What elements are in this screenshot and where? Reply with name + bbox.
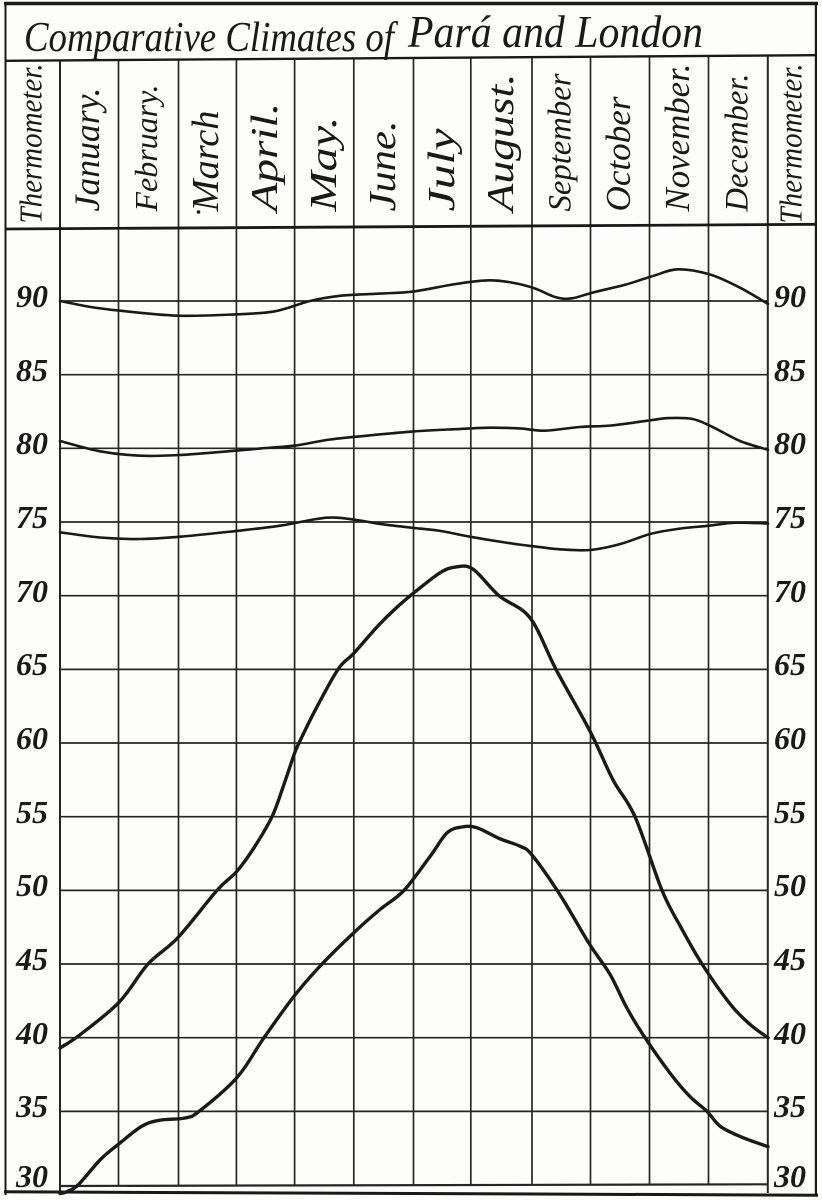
svg-text:70: 70 (16, 573, 48, 609)
svg-text:February.: February. (128, 85, 164, 213)
svg-text:65: 65 (774, 646, 806, 682)
svg-text:July: July (421, 128, 463, 211)
svg-text:Comparative Climates of: Comparative Climates of (24, 15, 399, 61)
svg-text:35: 35 (773, 1088, 806, 1124)
svg-text:50: 50 (774, 867, 806, 903)
svg-text:90: 90 (774, 278, 806, 314)
svg-text:85: 85 (16, 352, 48, 388)
svg-text:April.: April. (244, 103, 286, 216)
svg-text:30: 30 (773, 1158, 806, 1194)
svg-text:80: 80 (774, 425, 806, 461)
svg-text:35: 35 (15, 1088, 48, 1124)
svg-text:90: 90 (16, 278, 48, 314)
svg-text:60: 60 (16, 720, 48, 756)
svg-text:80: 80 (16, 425, 48, 461)
svg-text:May.: May. (303, 117, 345, 213)
svg-text:30: 30 (15, 1158, 48, 1194)
svg-text:55: 55 (16, 794, 48, 830)
svg-text:January.: January. (67, 88, 107, 212)
svg-text:55: 55 (774, 794, 806, 830)
svg-text:October: October (599, 96, 638, 211)
svg-text:November.: November. (658, 64, 697, 213)
svg-text:45: 45 (15, 941, 48, 977)
svg-text:75: 75 (16, 499, 48, 535)
svg-text:65: 65 (16, 646, 48, 682)
svg-text:September: September (542, 73, 578, 211)
svg-text:Thermometer.: Thermometer. (13, 64, 49, 224)
svg-text:Pará and London: Pará and London (407, 6, 703, 57)
svg-text:75: 75 (774, 499, 806, 535)
svg-text:60: 60 (774, 720, 806, 756)
svg-text:40: 40 (15, 1015, 48, 1051)
svg-text:45: 45 (773, 941, 806, 977)
svg-text:March: March (185, 111, 227, 213)
svg-text:85: 85 (774, 352, 806, 388)
svg-text:40: 40 (773, 1015, 806, 1051)
svg-text:August.: August. (480, 74, 522, 216)
svg-text:50: 50 (16, 867, 48, 903)
svg-text:June.: June. (362, 121, 404, 212)
svg-text:70: 70 (774, 573, 806, 609)
svg-text:December.: December. (719, 74, 755, 213)
svg-text:Thermometer.: Thermometer. (773, 64, 809, 224)
